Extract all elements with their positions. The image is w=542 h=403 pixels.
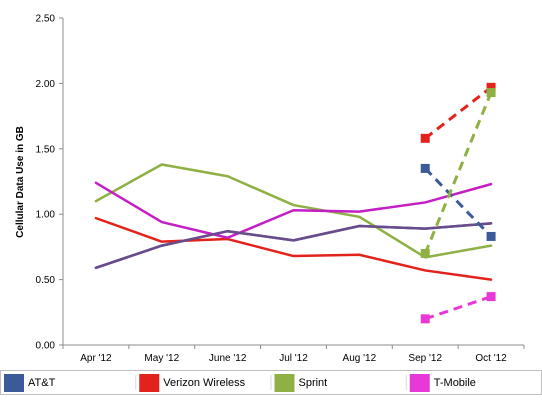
x-tick-label: Sep '12	[408, 353, 442, 364]
x-ticks: Apr '12 May '12 June '12 Jul '12 Aug '12 Sep …	[62, 345, 525, 364]
legend-label: T-Mobile	[434, 377, 476, 389]
x-tick-label: Jul '12	[279, 353, 308, 364]
dashed-marker	[486, 88, 496, 98]
x-tick-label: Oct '12	[475, 353, 507, 364]
y-tick-label: 1.50	[36, 144, 56, 155]
x-tick-label: June '12	[209, 353, 247, 364]
series-line-3	[94, 181, 493, 239]
legend: AT&T Verizon Wireless Sprint T-Mobile	[0, 370, 542, 395]
x-tick-label: May '12	[144, 353, 179, 364]
y-tick-label: 2.00	[36, 79, 56, 90]
dashed-marker	[486, 292, 496, 302]
y-tick-label: 2.50	[36, 14, 56, 25]
x-tick-label: Apr '12	[80, 353, 112, 364]
legend-swatch	[409, 374, 430, 392]
dashed-marker	[420, 248, 430, 258]
dashed-marker	[486, 231, 496, 241]
series-line-4	[94, 222, 493, 270]
series-line-0	[94, 222, 493, 270]
y-tick-label: 0.50	[36, 275, 56, 286]
legend-swatch	[139, 374, 160, 392]
dashed-marker	[420, 163, 430, 173]
y-tick-label: 0.00	[36, 341, 56, 352]
y-tick-label: 1.00	[36, 210, 56, 221]
y-ticks: 0.00 0.50 1.00 1.50 2.00 2.50	[36, 14, 63, 352]
dashed-marker	[486, 82, 496, 92]
series-line-1	[94, 216, 493, 281]
dashed-line-3	[424, 295, 492, 321]
y-axis-title: Cellular Data Use in GB	[15, 126, 26, 238]
legend-swatch	[4, 374, 24, 392]
legend-label: AT&T	[28, 377, 56, 389]
dashed-marker	[420, 133, 430, 143]
series-lines	[94, 163, 493, 281]
x-tick-label: Aug '12	[343, 353, 377, 364]
legend-label: Sprint	[299, 377, 328, 389]
dashed-lines	[420, 82, 496, 324]
dashed-line-0	[424, 167, 493, 238]
dashed-line-2	[423, 91, 493, 255]
legend-label: Verizon Wireless	[163, 377, 245, 389]
legend-swatch	[274, 374, 295, 392]
dashed-marker	[420, 314, 430, 324]
